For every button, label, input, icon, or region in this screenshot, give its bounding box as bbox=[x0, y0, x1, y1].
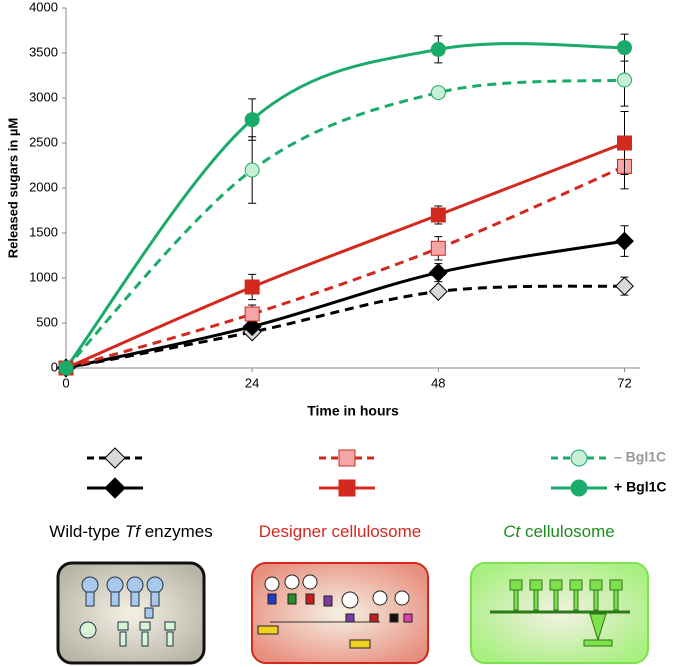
panel-title-part: Designer cellulosome bbox=[259, 522, 422, 541]
point bbox=[428, 263, 448, 283]
panel-title-part: cellulosome bbox=[520, 522, 615, 541]
x-axis-title: Time in hours bbox=[307, 403, 399, 419]
panel-title: Designer cellulosome bbox=[259, 522, 422, 541]
point bbox=[430, 240, 446, 256]
point bbox=[244, 279, 260, 295]
y-tick-label: 4000 bbox=[29, 0, 58, 14]
line bbox=[65, 165, 626, 370]
y-tick-label: 500 bbox=[36, 314, 58, 329]
y-tick-label: 2500 bbox=[29, 134, 58, 149]
point bbox=[430, 85, 446, 101]
point bbox=[428, 282, 448, 301]
panel-title-part: Wild-type bbox=[49, 522, 125, 541]
x-tick-label: 48 bbox=[431, 375, 445, 390]
point bbox=[615, 276, 634, 296]
line bbox=[65, 284, 625, 370]
point bbox=[338, 449, 356, 467]
x-tick-label: 0 bbox=[62, 375, 69, 390]
point bbox=[430, 207, 446, 223]
point bbox=[244, 162, 260, 178]
y-tick-label: 1500 bbox=[29, 224, 58, 239]
line bbox=[65, 141, 626, 370]
point bbox=[616, 40, 632, 56]
cellulosome bbox=[257, 574, 413, 649]
legend-label: + Bgl1C bbox=[614, 479, 667, 495]
y-tick-label: 3500 bbox=[29, 44, 58, 59]
point bbox=[338, 479, 356, 497]
panel-title-part: Ct bbox=[503, 522, 521, 541]
point bbox=[570, 449, 588, 467]
x-tick-label: 72 bbox=[617, 375, 631, 390]
cellulosome bbox=[490, 579, 630, 647]
y-tick-label: 2000 bbox=[29, 179, 58, 194]
modules bbox=[79, 621, 176, 647]
y-axis-title: Released sugars in µM bbox=[5, 118, 20, 258]
point bbox=[242, 317, 262, 337]
panel-title-part: enzymes bbox=[140, 522, 213, 541]
x-tick-label: 24 bbox=[245, 375, 259, 390]
point bbox=[615, 231, 634, 251]
panel-title-part: Tf bbox=[125, 522, 142, 541]
y-tick-label: 3000 bbox=[29, 89, 58, 104]
point bbox=[58, 360, 74, 376]
point bbox=[430, 41, 446, 57]
legend-label: – Bgl1C bbox=[614, 449, 666, 465]
enzymes bbox=[81, 576, 164, 619]
y-tick-label: 0 bbox=[51, 359, 58, 374]
point bbox=[104, 447, 126, 469]
illustrations bbox=[56, 561, 649, 665]
point bbox=[104, 477, 126, 499]
point bbox=[244, 306, 260, 322]
panel-box bbox=[251, 562, 429, 664]
line bbox=[64, 78, 625, 370]
line bbox=[65, 239, 625, 370]
panel-title: Wild-type Tf enzymes bbox=[49, 522, 212, 541]
y-tick-label: 1000 bbox=[29, 269, 58, 284]
line bbox=[64, 42, 625, 369]
point bbox=[616, 72, 632, 88]
point bbox=[616, 135, 632, 151]
panel-title: Ct cellulosome bbox=[503, 522, 615, 541]
point bbox=[244, 112, 260, 128]
point bbox=[570, 479, 588, 497]
